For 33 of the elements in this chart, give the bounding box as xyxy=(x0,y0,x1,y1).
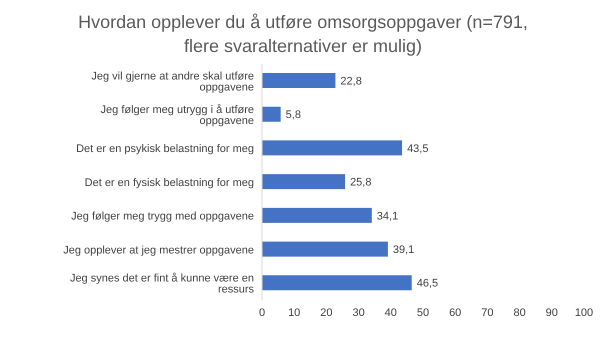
data-label: 46,5 xyxy=(416,278,438,290)
bar xyxy=(262,140,402,156)
x-tick-label: 100 xyxy=(574,306,594,319)
data-label: 25,8 xyxy=(350,176,372,189)
data-label: 5,8 xyxy=(286,109,301,122)
data-label: 22,8 xyxy=(340,75,362,88)
y-tick-label: Jeg opplever at jeg mestrer oppgavene xyxy=(63,244,254,256)
bar xyxy=(262,174,346,190)
x-tick-label: 50 xyxy=(416,306,430,319)
y-tick-label: Jeg synes det er fint å kunne være en ressurs xyxy=(70,272,254,296)
data-label: 43,5 xyxy=(407,142,428,155)
y-tick-label: Det er en fysisk belastning for meg xyxy=(84,176,254,189)
x-tick-label: 0 xyxy=(258,306,266,319)
x-tick-label: 80 xyxy=(513,306,526,319)
bar xyxy=(262,208,372,223)
chart-title: Hvordan opplever du å utføre omsorgsoppgaver (n=791, flere svaralternativer er mulig) xyxy=(77,11,529,58)
bar xyxy=(262,73,336,88)
x-tick-label: 30 xyxy=(352,306,365,319)
bar xyxy=(262,242,388,257)
y-tick-label: Jeg vil gjerne at andre skal utføre oppgavene xyxy=(91,70,254,94)
x-tick-label: 70 xyxy=(481,306,494,319)
x-tick-label: 10 xyxy=(288,306,300,319)
data-label: 39,1 xyxy=(392,244,414,256)
x-tick-label: 60 xyxy=(449,306,462,319)
x-tick-label: 40 xyxy=(384,306,397,319)
x-tick-label: 90 xyxy=(546,306,558,319)
x-tick-label: 20 xyxy=(320,306,333,319)
bar xyxy=(262,275,412,290)
data-label: 34,1 xyxy=(376,210,398,222)
y-tick-label: Jeg følger meg trygg med oppgavene xyxy=(71,210,254,223)
bar xyxy=(262,106,281,122)
y-tick-label: Jeg følger meg utrygg i å utføre oppgavene xyxy=(100,104,254,127)
y-tick-label: Det er en psykisk belastning for meg xyxy=(76,143,254,156)
